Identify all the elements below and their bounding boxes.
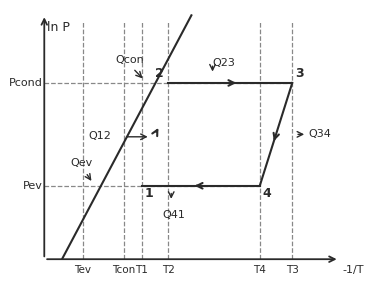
Text: 1: 1 <box>145 187 154 200</box>
Text: Qcon: Qcon <box>115 55 144 65</box>
Text: 2: 2 <box>155 67 164 81</box>
Text: Q41: Q41 <box>162 210 185 219</box>
Text: 4: 4 <box>263 187 272 200</box>
Text: T2: T2 <box>162 265 175 275</box>
Text: Q12: Q12 <box>89 131 111 141</box>
Text: Pev: Pev <box>23 181 43 191</box>
Text: Q34: Q34 <box>308 129 331 139</box>
Text: Tcon: Tcon <box>112 265 136 275</box>
Text: Pcond: Pcond <box>9 78 43 88</box>
Text: 3: 3 <box>295 67 304 81</box>
Text: T1: T1 <box>135 265 148 275</box>
Text: T3: T3 <box>286 265 299 275</box>
Text: T4: T4 <box>254 265 266 275</box>
Text: Q23: Q23 <box>213 58 235 68</box>
Text: Qev: Qev <box>71 158 93 168</box>
Text: -1/T: -1/T <box>342 265 364 275</box>
Text: Tev: Tev <box>74 265 91 275</box>
Text: ln P: ln P <box>47 20 70 33</box>
